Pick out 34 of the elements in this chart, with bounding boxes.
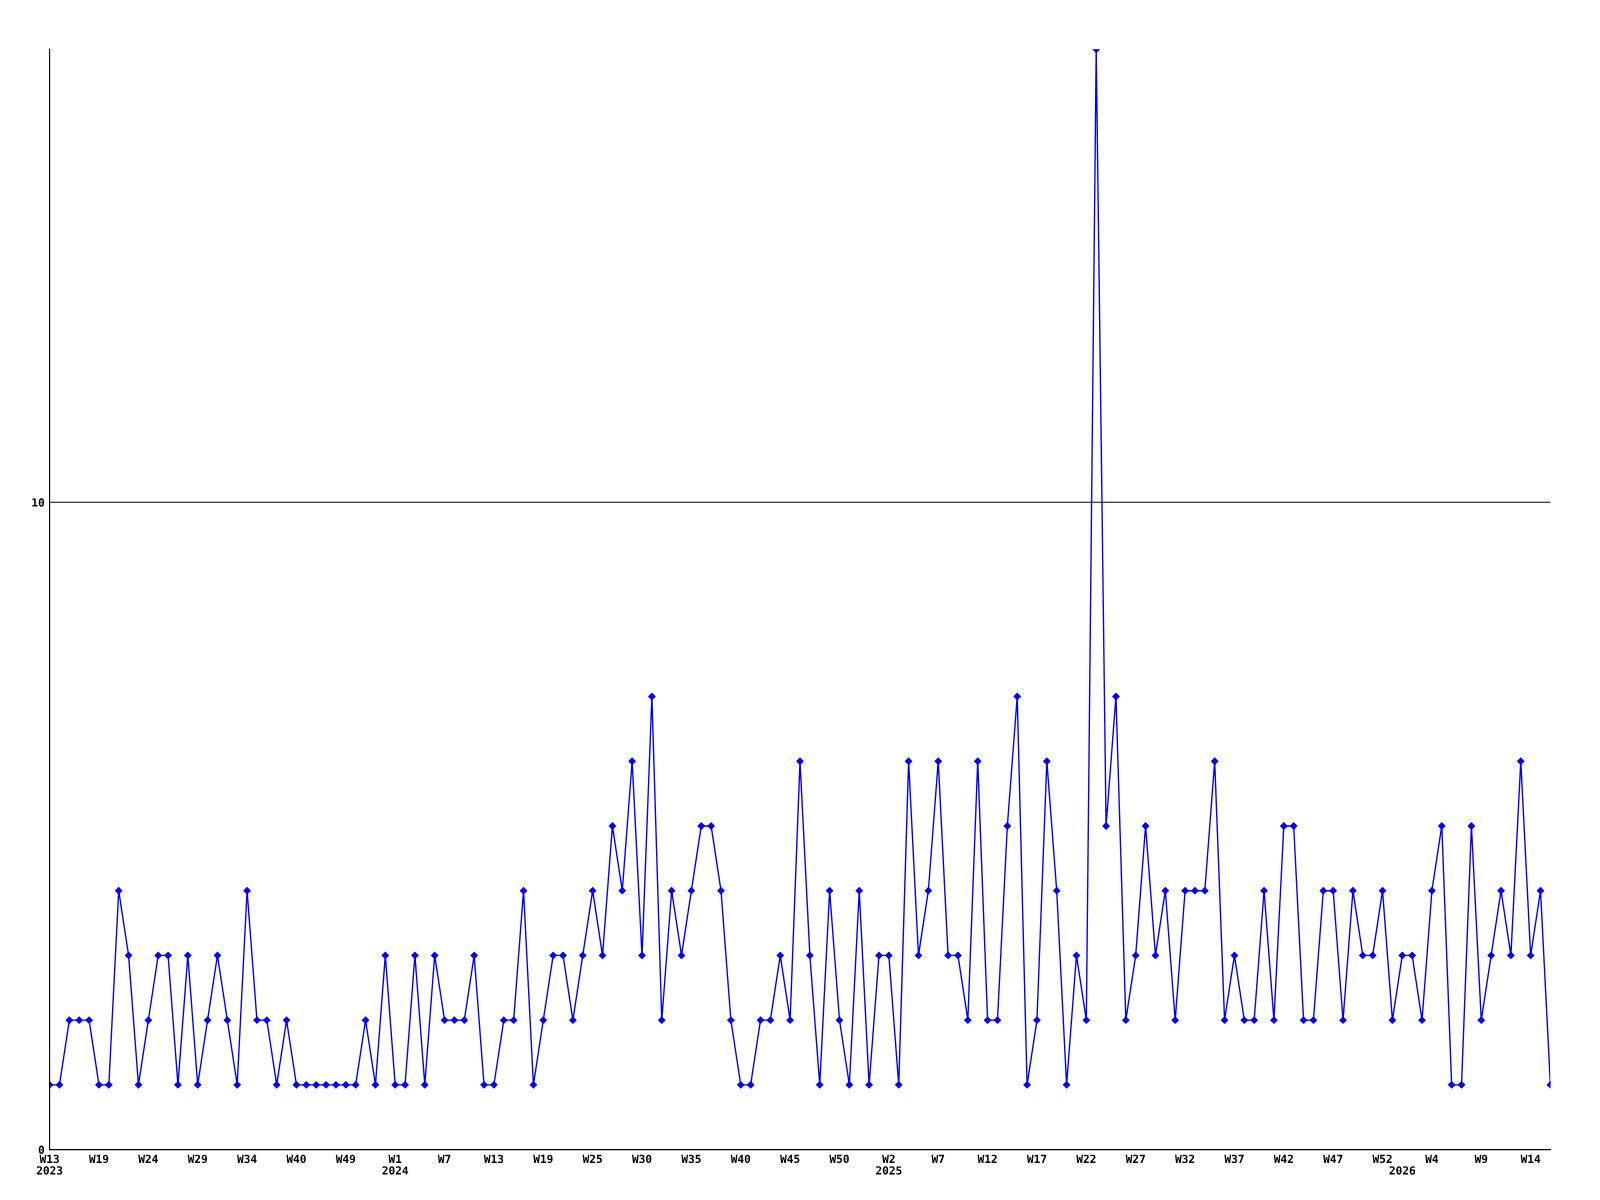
x-tick-label: W50 [829,1154,849,1164]
x-tick-label: W29 [187,1154,208,1164]
y-tick-label: 10 [32,498,45,507]
x-tick-label: W12 [977,1154,997,1163]
x-tick-label: W7 [931,1154,945,1163]
x-tick-label: W19 [88,1154,109,1164]
x-tick-label: W42 [1273,1154,1293,1163]
x-tick-label: W2 2025 [876,1154,902,1175]
x-tick-label: W14 [1520,1154,1541,1163]
x-tick-label: W45 [780,1154,800,1164]
x-tick-label: W9 [1474,1154,1488,1164]
x-tick-label: 2026 [1389,1166,1416,1175]
x-tick-label: W37 [1224,1154,1244,1164]
x-tick-label: W27 [1125,1154,1145,1163]
x-tick-label: W19 [533,1154,553,1164]
x-tick-label: W24 [138,1154,158,1163]
x-tick-label: W7 [437,1154,451,1163]
x-tick-label: W32 [1175,1154,1195,1164]
x-tick-label: W40 [286,1154,306,1164]
x-tick-label: W49 [335,1154,356,1164]
x-tick-label: W47 [1323,1154,1343,1163]
x-tick-label: W1 2024 [382,1154,409,1175]
x-tick-label: W30 [631,1154,652,1164]
x-tick-label: W13 [483,1154,504,1164]
x-tick-label: W4 [1425,1154,1439,1163]
x-tick-label: W13 2023 [36,1154,63,1175]
x-tick-label: W17 [1026,1154,1047,1163]
x-tick-label: W25 [582,1154,602,1164]
x-tick-label: W40 [730,1154,751,1164]
x-tick-label: W34 [237,1154,257,1164]
x-tick-label: W52 [1372,1154,1392,1164]
y-tick-label: 0 [38,1145,45,1154]
x-tick-label: W22 [1076,1154,1096,1163]
x-tick-label: W35 [681,1154,701,1164]
